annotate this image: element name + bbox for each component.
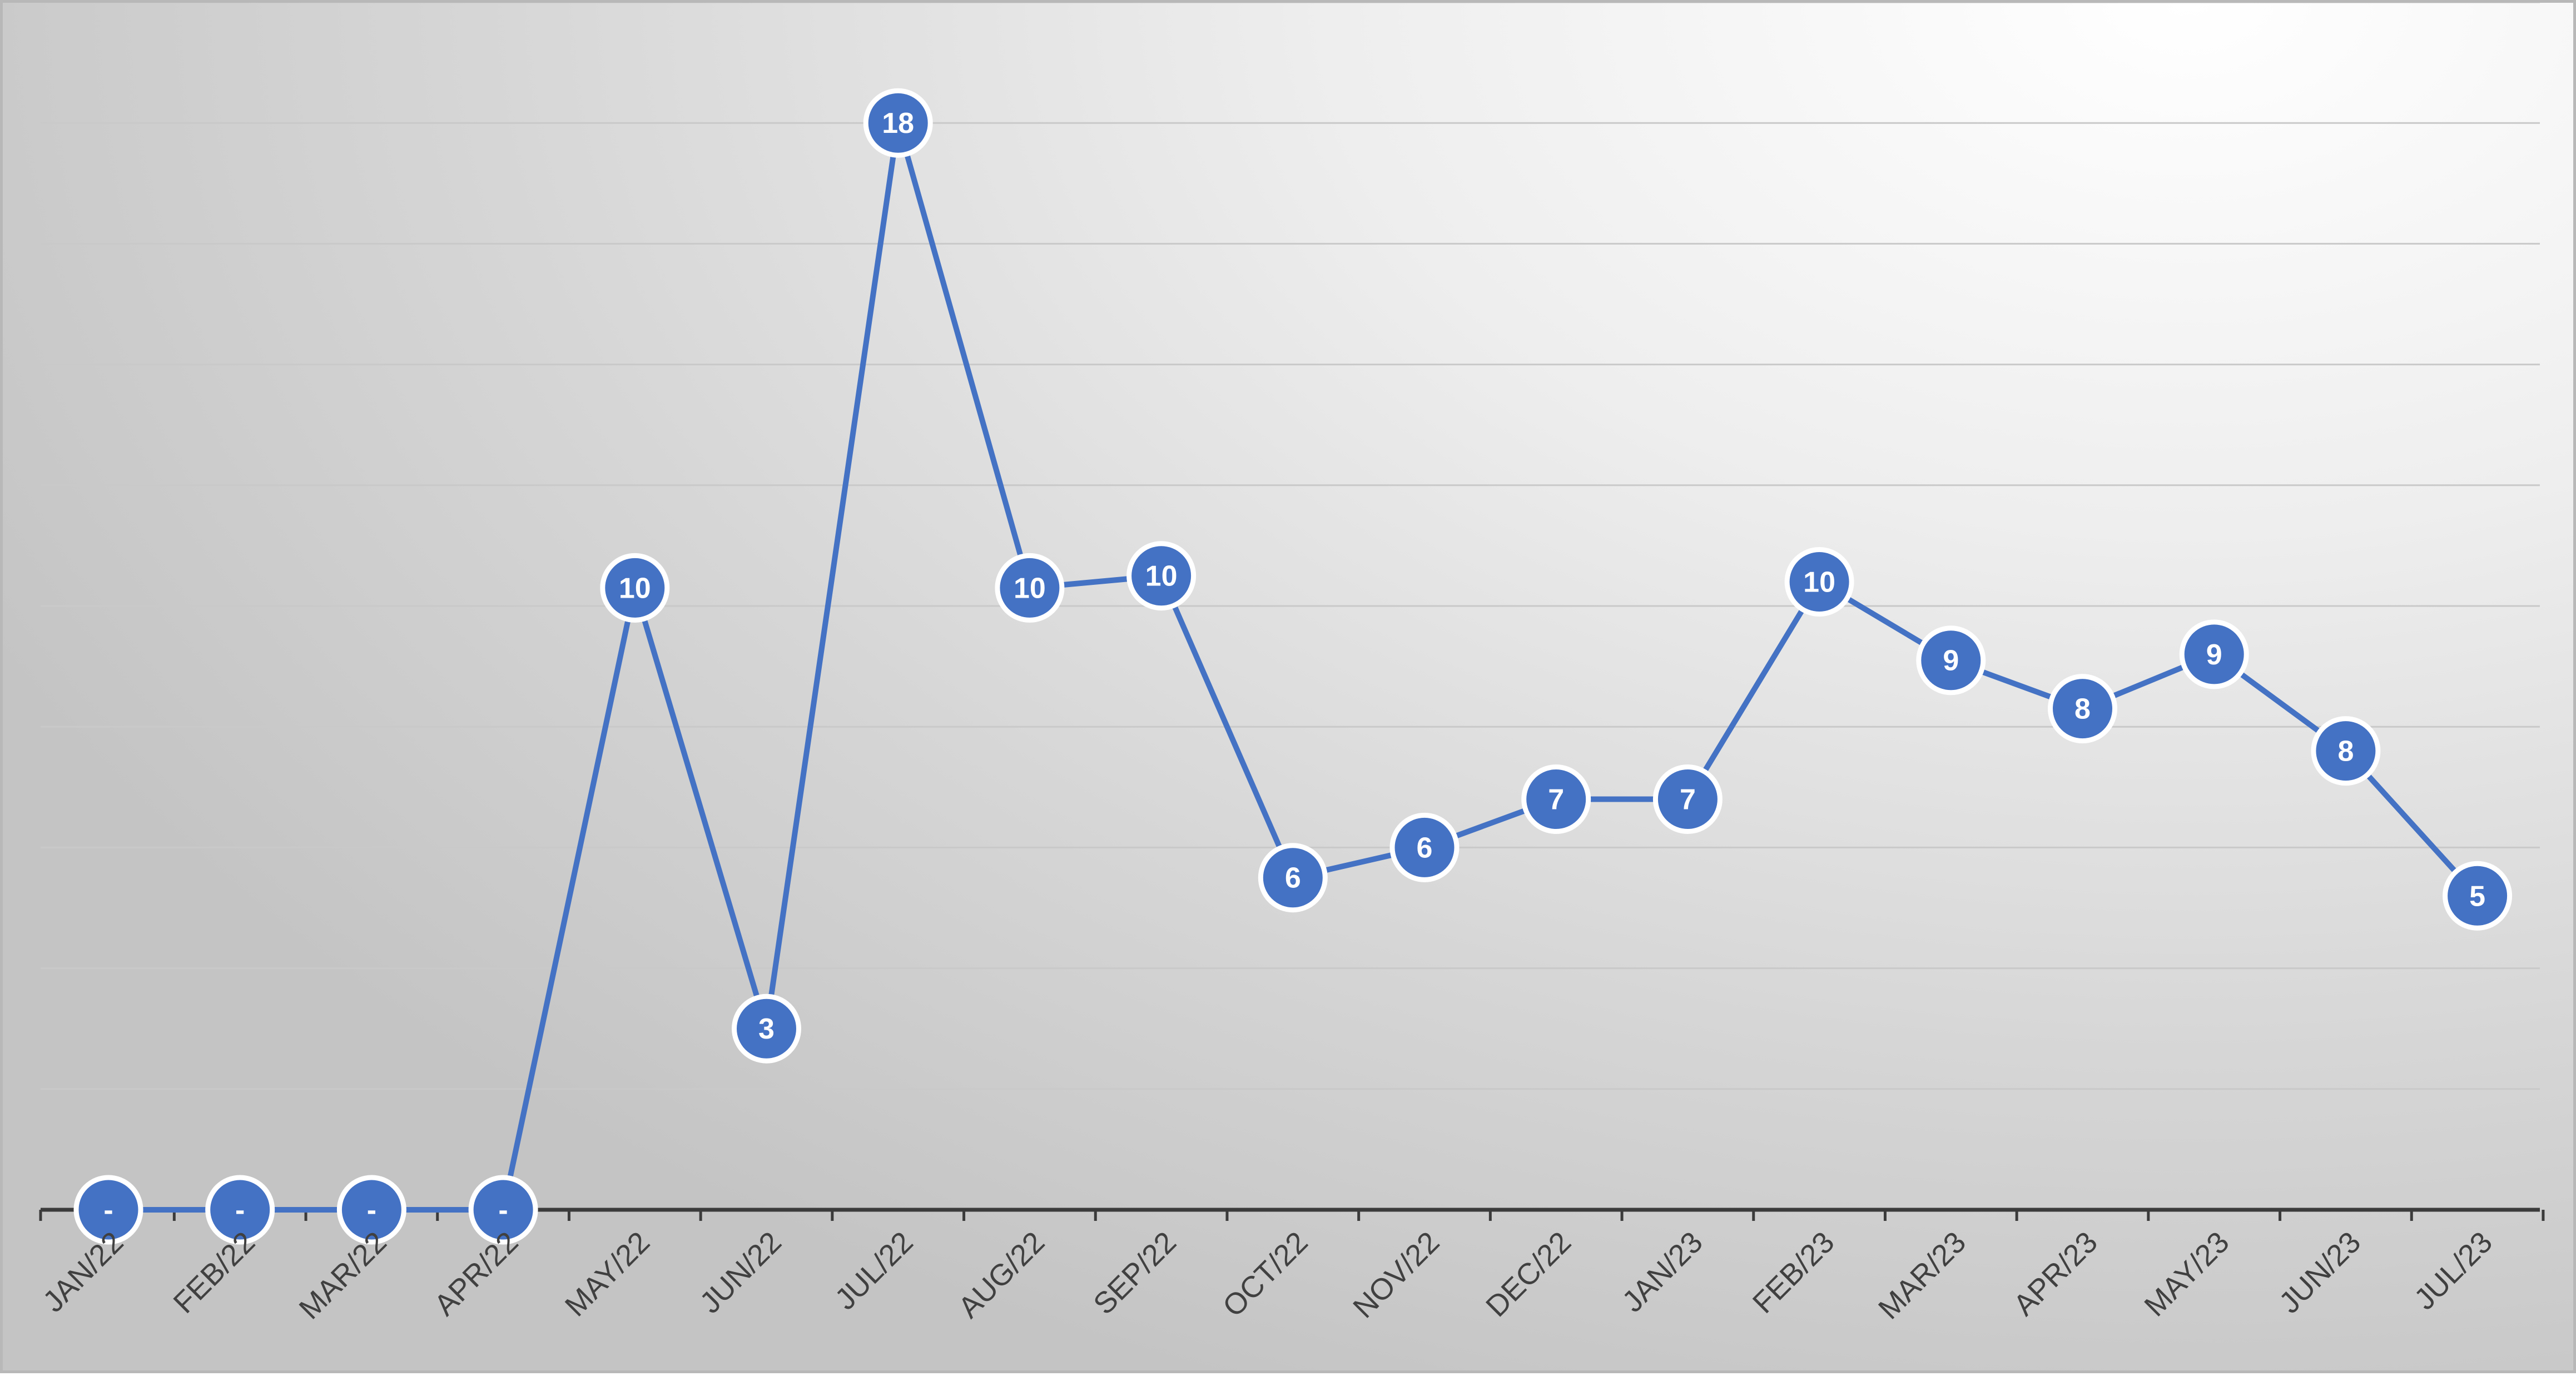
x-tick-label: FEB/22: [167, 1225, 261, 1320]
x-tick-label: APR/22: [428, 1225, 525, 1322]
point-marker: [2311, 716, 2381, 786]
point-marker: [600, 553, 670, 623]
point-marker: [336, 1175, 406, 1245]
point-marker: [73, 1175, 143, 1245]
data-label: 6: [1417, 832, 1433, 864]
point-marker: [1258, 843, 1328, 913]
point-marker: [2443, 861, 2513, 931]
data-point-jul-22[interactable]: 18: [863, 88, 933, 158]
x-tick-label: DEC/22: [1480, 1225, 1577, 1323]
data-point-mar-22[interactable]: -: [336, 1175, 406, 1245]
data-label: 7: [1548, 784, 1564, 816]
data-label: 8: [2337, 736, 2354, 768]
data-point-apr-22[interactable]: -: [468, 1175, 538, 1245]
point-marker: [205, 1175, 275, 1245]
data-point-aug-22[interactable]: 10: [995, 553, 1065, 623]
x-tick-label: FEB/23: [1746, 1225, 1841, 1320]
point-marker: [468, 1175, 538, 1245]
data-point-feb-23[interactable]: 10: [1784, 547, 1854, 617]
point-marker: [1652, 764, 1723, 834]
point-marker: [1916, 625, 1986, 696]
data-point-oct-22[interactable]: 6: [1258, 843, 1328, 913]
point-marker: [1126, 541, 1197, 611]
x-tick-label: JUL/22: [828, 1225, 919, 1316]
data-point-jul-23[interactable]: 5: [2443, 861, 2513, 931]
x-tick-label: MAY/22: [559, 1225, 656, 1323]
series-line: [108, 120, 2480, 1213]
point-marker: [1521, 764, 1591, 834]
x-tick-label: JUL/23: [2408, 1225, 2499, 1316]
x-tick-label: APR/23: [2007, 1225, 2104, 1322]
data-label: -: [498, 1194, 508, 1226]
data-label: 10: [619, 572, 651, 604]
data-label: -: [103, 1194, 113, 1226]
data-point-feb-22[interactable]: -: [205, 1175, 275, 1245]
x-tick-label: AUG/22: [952, 1225, 1051, 1324]
data-point-jan-22[interactable]: -: [73, 1175, 143, 1245]
data-label: 3: [758, 1013, 775, 1045]
data-label: 10: [1803, 567, 1835, 599]
x-tick-label: MAY/23: [2138, 1225, 2235, 1323]
data-label: -: [367, 1194, 376, 1226]
data-label: 8: [2074, 693, 2091, 726]
data-point-sep-22[interactable]: 10: [1126, 541, 1197, 611]
x-tick-label: SEP/22: [1087, 1225, 1183, 1321]
data-label: 5: [2469, 880, 2485, 912]
data-point-may-23[interactable]: 9: [2179, 619, 2249, 689]
x-tick-label: MAR/22: [293, 1225, 393, 1325]
point-marker: [1389, 812, 1460, 882]
x-tick-label: JAN/22: [37, 1225, 130, 1319]
data-point-dec-22[interactable]: 7: [1521, 764, 1591, 834]
line-chart: - - - - 10 3 18 10 10 6 6 7 7 10 9 8 9 8 5 JAN/22 FEB/22 MAR…: [37, 3, 2545, 1325]
data-point-jun-23[interactable]: 8: [2311, 716, 2381, 786]
point-marker: [732, 993, 801, 1064]
point-marker: [2048, 674, 2117, 744]
data-point-jun-22[interactable]: 3: [732, 993, 801, 1064]
point-marker: [995, 553, 1065, 623]
data-point-jan-23[interactable]: 7: [1652, 764, 1723, 834]
data-label: 6: [1285, 862, 1301, 895]
data-label: -: [235, 1194, 245, 1226]
point-marker: [1784, 547, 1854, 617]
x-tick-label: JUN/23: [2273, 1225, 2367, 1320]
data-point-may-22[interactable]: 10: [600, 553, 670, 623]
data-label: 10: [1145, 560, 1178, 593]
x-tick-label: JAN/23: [1616, 1225, 1709, 1319]
x-tick-label: OCT/22: [1217, 1225, 1314, 1323]
data-point-nov-22[interactable]: 6: [1389, 812, 1460, 882]
point-marker: [863, 88, 933, 158]
data-label: 7: [1680, 784, 1696, 816]
data-label: 9: [2206, 639, 2222, 671]
point-marker: [2179, 619, 2249, 689]
x-tick-label: JUN/22: [693, 1225, 788, 1320]
data-label: 9: [1943, 645, 1959, 677]
data-label: 10: [1014, 572, 1046, 604]
data-point-apr-23[interactable]: 8: [2048, 674, 2117, 744]
data-point-mar-23[interactable]: 9: [1916, 625, 1986, 696]
x-tick-label: MAR/23: [1872, 1225, 1972, 1325]
data-label: 18: [882, 107, 914, 140]
x-tick-label: NOV/22: [1347, 1225, 1446, 1324]
